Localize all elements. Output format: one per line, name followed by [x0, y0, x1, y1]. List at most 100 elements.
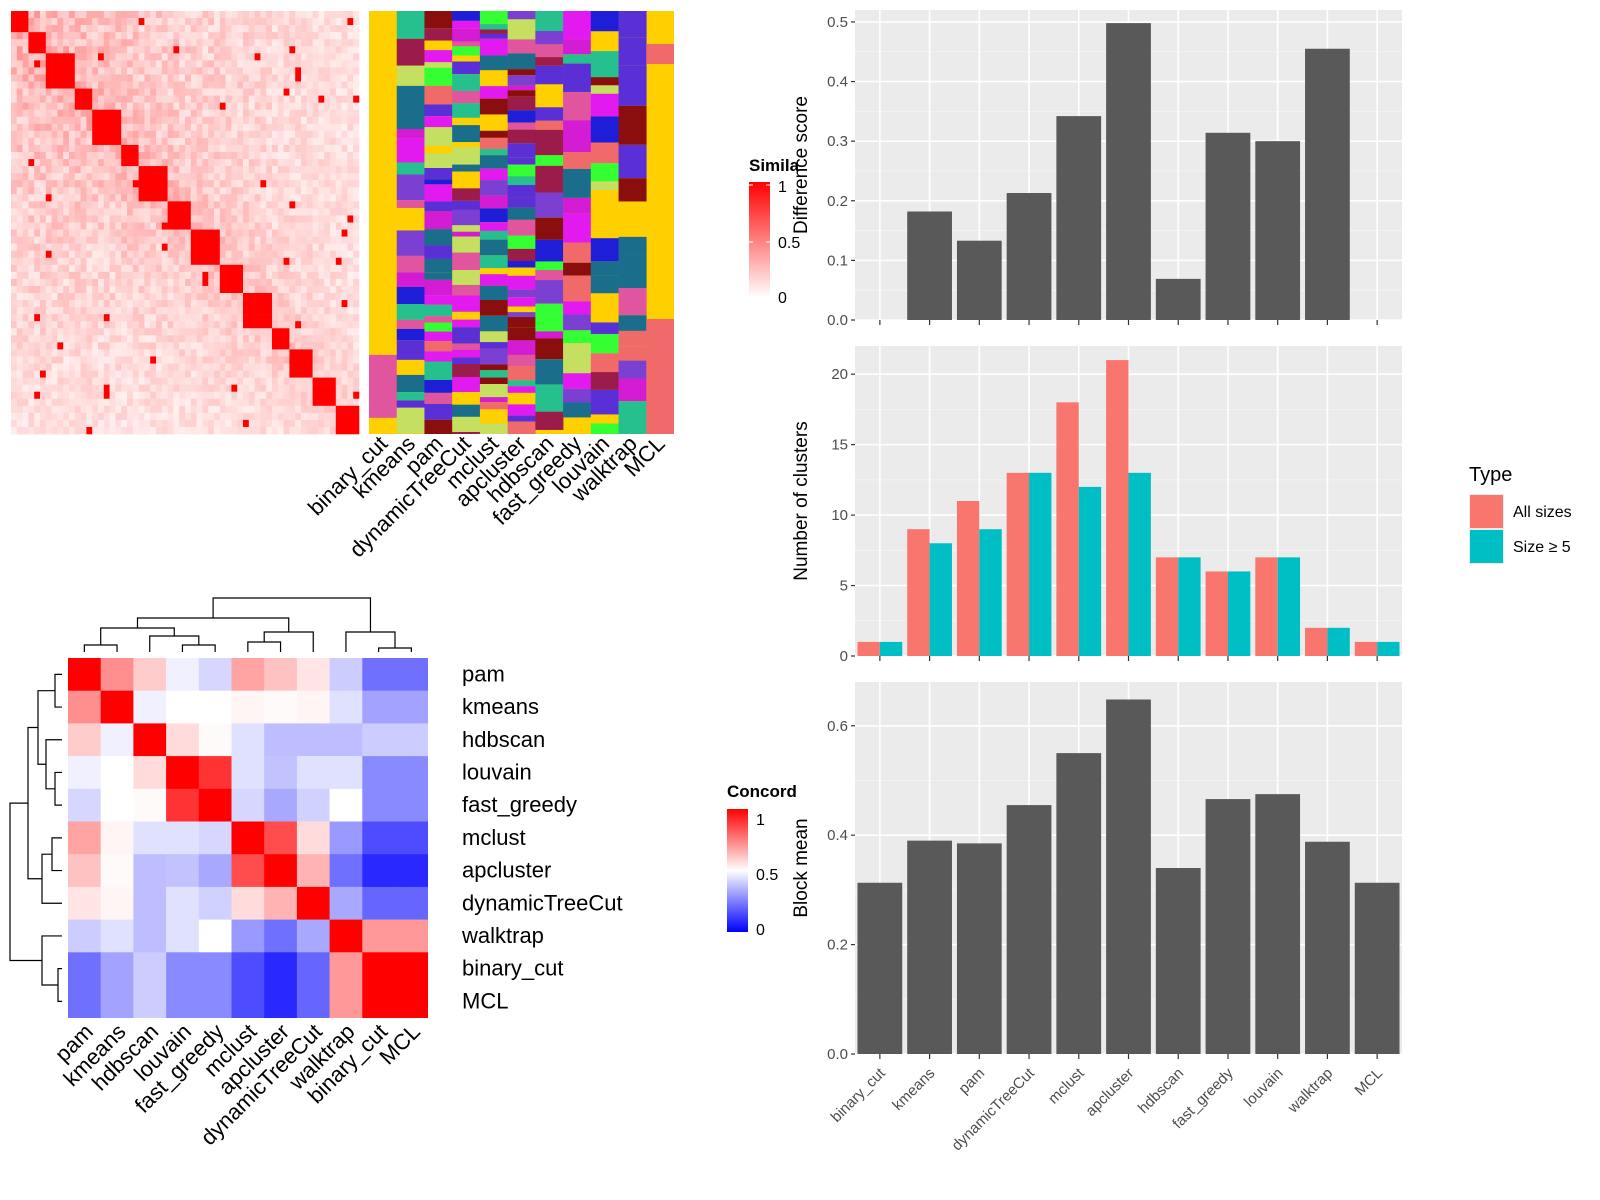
similarity-cell [225, 81, 232, 89]
similarity-cell [301, 152, 308, 160]
similarity-cell [179, 243, 186, 251]
membership-segment [452, 357, 481, 365]
membership-segment [563, 343, 592, 374]
similarity-cell [225, 335, 232, 343]
similarity-cell [132, 314, 139, 322]
membership-segment [563, 242, 592, 263]
similarity-cell [144, 25, 151, 33]
similarity-cell [127, 222, 134, 230]
similarity-cell [237, 328, 244, 336]
membership-segment [507, 28, 536, 40]
similarity-cell [167, 391, 174, 400]
similarity-cell [115, 314, 122, 322]
similarity-cell [347, 229, 354, 237]
similarity-cell [185, 173, 192, 181]
similarity-cell [63, 293, 70, 301]
membership-segment [479, 180, 508, 196]
membership-segment [507, 306, 536, 313]
similarity-cell [45, 173, 52, 181]
membership-segment [535, 411, 564, 430]
similarity-cell [254, 300, 261, 308]
similarity-cell [295, 166, 302, 174]
similarity-cell [202, 166, 209, 174]
similarity-cell [138, 405, 145, 414]
similarity-cell [161, 25, 168, 33]
similarity-cell [103, 229, 110, 237]
similarity-cell [22, 46, 29, 54]
similarity-cell [167, 243, 174, 251]
similarity-cell [80, 102, 87, 110]
similarity-cell [80, 187, 87, 195]
similarity-cell [69, 412, 76, 421]
similarity-cell [254, 370, 261, 378]
similarity-cell [196, 173, 203, 181]
similarity-cell [161, 243, 168, 251]
similarity-cell [86, 159, 93, 167]
concordance-row-label: apcluster [462, 858, 551, 883]
similarity-cell [115, 412, 122, 421]
similarity-cell [80, 356, 87, 364]
similarity-cell [237, 173, 244, 181]
similarity-cell [243, 67, 250, 75]
similarity-cell [69, 278, 76, 287]
similarity-cell [190, 293, 197, 301]
similarity-cell [179, 370, 186, 378]
similarity-cell [115, 25, 122, 33]
similarity-cell [295, 159, 302, 167]
similarity-cell [277, 173, 284, 181]
similarity-cell [150, 342, 157, 350]
similarity-cell [335, 88, 342, 96]
similarity-cell [289, 300, 296, 308]
similarity-cell [289, 53, 296, 61]
concordance-cell [100, 788, 134, 822]
concordance-cell [166, 919, 200, 953]
similarity-cell [254, 95, 261, 103]
similarity-cell [353, 109, 360, 118]
similarity-cell [80, 173, 87, 181]
membership-segment [535, 30, 564, 45]
similarity-cell [179, 208, 186, 216]
similarity-cell [51, 321, 58, 329]
similarity-cell [98, 67, 105, 75]
similarity-cell [295, 349, 302, 357]
similarity-cell [353, 95, 360, 103]
similarity-cell [324, 25, 331, 33]
membership-segment [590, 211, 619, 224]
similarity-cell [318, 307, 325, 315]
similarity-cell [330, 130, 337, 139]
membership-segment [424, 104, 453, 117]
similarity-cell [196, 201, 203, 209]
similarity-cell [190, 137, 197, 146]
similarity-cell [127, 236, 134, 244]
similarity-cell [231, 88, 238, 96]
similarity-cell [219, 46, 226, 54]
similarity-cell [179, 173, 186, 181]
similarity-cell [156, 60, 163, 68]
similarity-cell [45, 81, 52, 89]
similarity-cell [150, 215, 157, 223]
concordance-cell [133, 854, 167, 888]
similarity-cell [306, 46, 313, 54]
similarity-cell [115, 102, 122, 110]
similarity-cell [161, 370, 168, 378]
similarity-cell [208, 25, 215, 33]
similarity-cell [248, 95, 255, 103]
similarity-cell [289, 391, 296, 400]
similarity-cell [74, 342, 81, 350]
concordance-cell [231, 919, 265, 953]
similarity-cell [138, 285, 145, 294]
similarity-cell [115, 293, 122, 301]
similarity-cell [103, 152, 110, 160]
similarity-cell [86, 285, 93, 294]
similarity-cell [353, 356, 360, 364]
similarity-cell [40, 187, 47, 195]
similarity-cell [86, 152, 93, 160]
similarity-cell [98, 215, 105, 223]
concordance-cell [231, 886, 265, 920]
similarity-cell [330, 208, 337, 216]
similarity-cell [150, 278, 157, 287]
similarity-cell [179, 419, 186, 428]
similarity-cell [214, 377, 221, 385]
similarity-cell [260, 166, 267, 174]
similarity-cell [190, 102, 197, 110]
